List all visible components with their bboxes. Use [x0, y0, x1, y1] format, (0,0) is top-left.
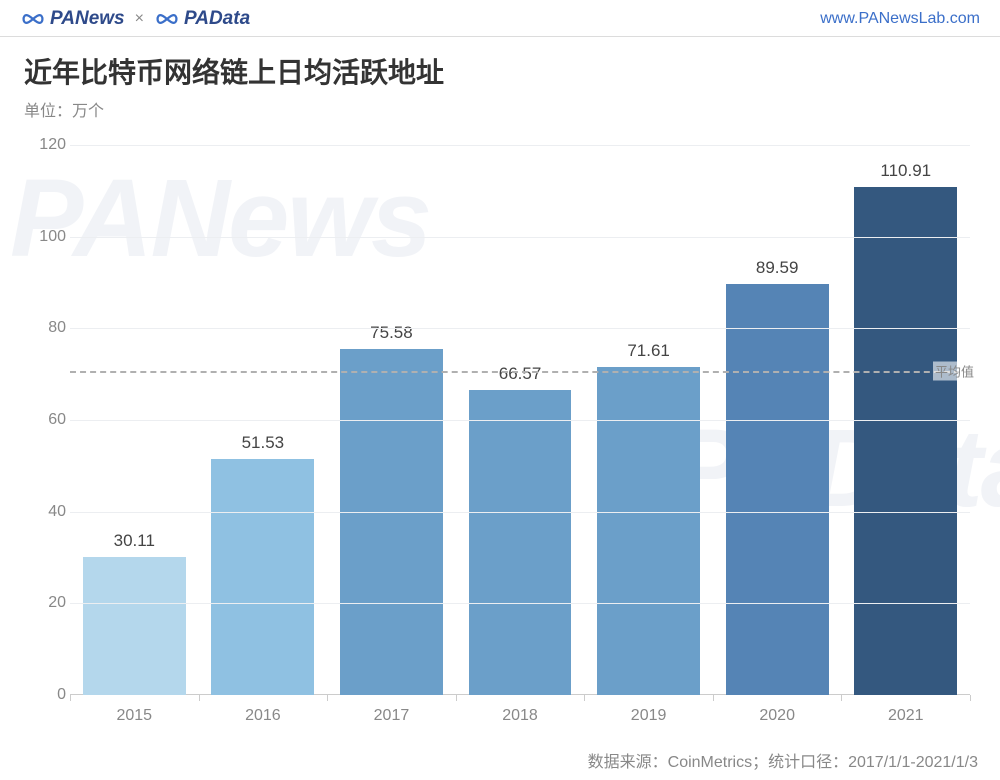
x-tickmark: [584, 695, 585, 701]
x-tickmark: [970, 695, 971, 701]
bar: [726, 284, 829, 695]
header-bar: PANews × PAData www.PANewsLab.com: [0, 0, 1000, 37]
bar-value-label: 71.61: [627, 341, 670, 361]
title-block: 近年比特币网络链上日均活跃地址 单位：万个: [0, 37, 1000, 125]
plot-region: 30.11201551.53201675.58201766.57201871.6…: [70, 145, 970, 695]
x-tickmark: [456, 695, 457, 701]
x-tick-label: 2019: [631, 707, 667, 725]
average-line: [70, 371, 970, 373]
logo-separator: ×: [135, 10, 144, 28]
chart-subtitle: 单位：万个: [24, 97, 976, 121]
bar: [211, 459, 314, 695]
chart-title: 近年比特币网络链上日均活跃地址: [24, 51, 976, 91]
x-tickmark: [841, 695, 842, 701]
logo-group: PANews × PAData: [20, 8, 250, 30]
y-tick-label: 60: [30, 411, 66, 429]
y-tick-label: 120: [30, 136, 66, 154]
infinity-icon: [20, 10, 46, 28]
y-tick-label: 0: [30, 686, 66, 704]
bar: [469, 390, 572, 695]
y-tick-label: 100: [30, 228, 66, 246]
x-tick-label: 2016: [245, 707, 281, 725]
x-tick-label: 2017: [374, 707, 410, 725]
x-tickmark: [199, 695, 200, 701]
gridline: [70, 328, 970, 329]
bar-value-label: 89.59: [756, 258, 799, 278]
bar-value-label: 30.11: [114, 531, 155, 551]
y-tick-label: 80: [30, 319, 66, 337]
average-line-label: 平均值: [933, 361, 976, 380]
bar: [597, 367, 700, 695]
x-tick-label: 2018: [502, 707, 538, 725]
bar: [854, 187, 957, 695]
bar: [83, 557, 186, 695]
gridline: [70, 512, 970, 513]
logo-padata: PAData: [154, 8, 250, 30]
x-tick-label: 2020: [759, 707, 795, 725]
bar-value-label: 51.53: [242, 433, 285, 453]
gridline: [70, 603, 970, 604]
x-tickmark: [70, 695, 71, 701]
y-tick-label: 20: [30, 594, 66, 612]
gridline: [70, 420, 970, 421]
chart-area: PANews PAData 020406080100120 30.1120155…: [20, 135, 980, 735]
gridline: [70, 145, 970, 146]
y-tick-label: 40: [30, 503, 66, 521]
bar: [340, 349, 443, 695]
gridline: [70, 237, 970, 238]
footer-source: 数据来源：CoinMetrics；统计口径：2017/1/1-2021/1/3: [588, 748, 978, 772]
bar-value-label: 75.58: [370, 323, 413, 343]
x-tick-label: 2021: [888, 707, 924, 725]
logo-panews-text: PANews: [50, 8, 125, 30]
logo-panews: PANews: [20, 8, 125, 30]
x-tickmark: [327, 695, 328, 701]
bar-value-label: 110.91: [880, 161, 931, 181]
infinity-icon: [154, 10, 180, 28]
logo-padata-text: PAData: [184, 8, 250, 30]
source-url[interactable]: www.PANewsLab.com: [820, 10, 980, 28]
bar-value-label: 66.57: [499, 364, 542, 384]
x-tick-label: 2015: [116, 707, 152, 725]
x-tickmark: [713, 695, 714, 701]
